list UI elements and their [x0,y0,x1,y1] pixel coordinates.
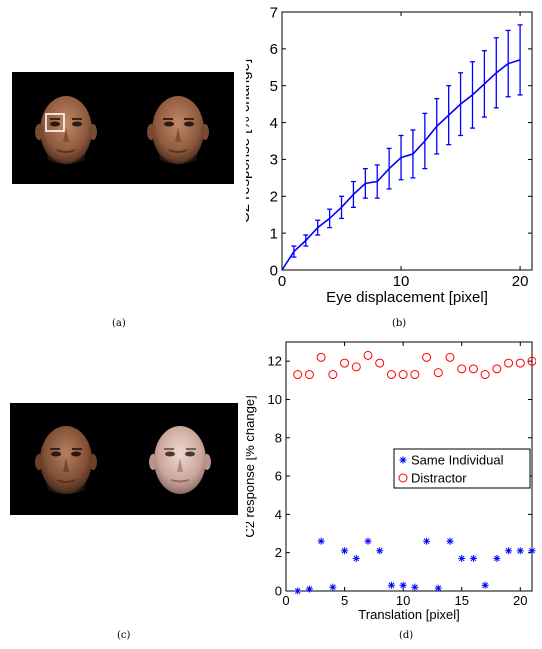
same-individual-point [446,537,454,545]
same-individual-point [329,583,337,591]
x-tick-label: 20 [512,273,529,290]
y-tick-label: 3 [270,152,278,169]
face-left-a [35,96,97,164]
same-individual-point [317,537,325,545]
y-tick-label: 1 [270,225,278,242]
y-tick-label: 0 [275,584,282,599]
legend-box [393,448,531,489]
y-axis-label: C2 response [% change] [246,59,253,223]
same-individual-point [493,554,501,562]
legend-marker-same-individual [399,456,407,464]
distractor-point [422,352,432,362]
x-tick-label: 0 [278,273,286,290]
distractor-point [304,370,314,380]
x-tick-label: 15 [454,593,468,608]
caption-d: (d) [399,630,414,641]
distractor-point [316,352,326,362]
y-tick-label: 4 [270,115,278,132]
same-individual-point [458,554,466,562]
distractor-point [340,358,350,368]
y-tick-label: 12 [268,354,282,369]
same-individual-point [516,547,524,555]
distractor-point [328,370,338,380]
y-tick-label: 2 [270,189,278,206]
distractor-point [504,358,514,368]
eye-region-box [45,113,65,132]
same-individual-point [423,537,431,545]
same-individual-point [411,583,419,591]
chart-d: 0 5 10 15 20 0 2 4 6 8 10 12 Translation [pixel] C2 r… [246,341,536,622]
face-right-a [147,96,209,164]
same-individual-point [294,587,302,595]
face-pair-a-drawing [35,96,209,164]
same-individual-point [481,581,489,589]
legend-label: Distractor [411,471,467,486]
legend-marker-distractor [398,473,408,483]
same-individual-point [305,585,313,593]
distractor-point [386,370,396,380]
y-axis-label: C2 response [% change] [246,395,257,537]
same-individual-point [528,547,536,555]
face-left-c [35,426,97,494]
distractor-point [363,350,373,360]
distractor-point [293,370,303,380]
y-tick-label: 6 [275,469,282,484]
distractor-point [468,364,478,374]
face-right-c [149,426,211,494]
caption-b: (b) [392,318,407,329]
distractor-point [480,370,490,380]
legend-label: Same Individual [411,453,504,468]
distractor-point [351,362,361,372]
distractor-point [410,370,420,380]
y-tick-label: 10 [268,392,282,407]
caption-a: (a) [112,318,126,329]
distractor-point [527,356,536,366]
same-individual-point [469,554,477,562]
distractor-point [445,352,455,362]
y-tick-label: 6 [270,41,278,58]
x-tick-label: 20 [513,593,527,608]
distractor-point [375,358,385,368]
x-tick-label: 10 [396,593,410,608]
x-tick-label: 10 [393,273,410,290]
caption-c: (c) [117,630,131,641]
same-individual-point [352,554,360,562]
face-pair-c-drawing [35,426,211,494]
distractor-point [457,364,467,374]
face-pair-image-a [12,72,234,184]
y-tick-label: 8 [275,430,282,445]
y-tick-label: 2 [275,545,282,560]
x-axis-label: Eye displacement [pixel] [326,289,488,306]
distractor-point [433,368,443,378]
same-individual-point [505,547,513,555]
y-tick-label: 0 [270,262,278,279]
distractor-point [492,364,502,374]
same-individual-point [341,547,349,555]
y-tick-label: 5 [270,78,278,95]
chart-b: 0 10 20 0 1 2 3 4 5 6 7 Eye displacement [pixel] C2 … [246,4,533,306]
distractor-point [398,370,408,380]
face-pair-image-c [10,403,238,515]
y-tick-label: 4 [275,507,282,522]
plot-frame [281,11,533,271]
same-individual-point [434,584,442,592]
same-individual-point [387,581,395,589]
same-individual-point [364,537,372,545]
x-axis-label: Translation [pixel] [358,607,459,622]
distractor-point [515,358,525,368]
same-individual-point [376,547,384,555]
x-tick-label: 5 [341,593,348,608]
series-line [281,59,521,271]
same-individual-point [399,581,407,589]
y-tick-label: 7 [270,4,278,21]
x-tick-label: 0 [282,593,289,608]
